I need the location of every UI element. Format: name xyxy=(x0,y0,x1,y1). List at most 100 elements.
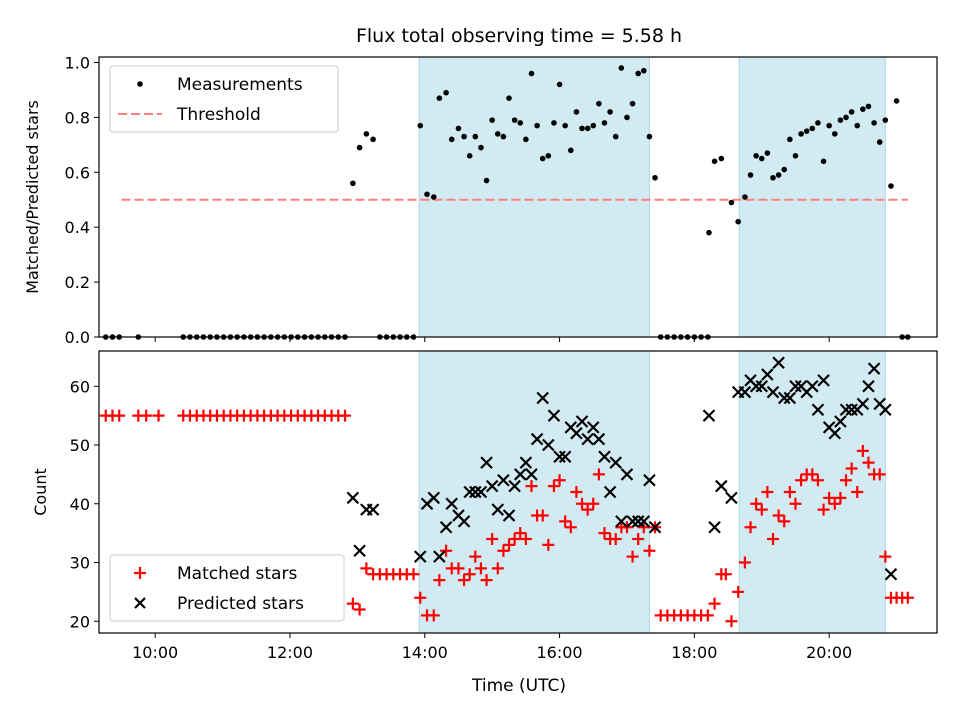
predicted-star-point xyxy=(845,403,858,417)
top-y-tick-label: 0.2 xyxy=(65,273,90,292)
predicted-star-point xyxy=(547,409,561,422)
x-stroke-b xyxy=(570,426,583,440)
top-legend-frame xyxy=(109,65,339,133)
measurement-point xyxy=(635,70,641,77)
predicted-star-point xyxy=(637,515,651,528)
x-stroke-b xyxy=(542,438,555,452)
x-stroke-b xyxy=(366,503,380,516)
measurement-point xyxy=(871,120,877,126)
predicted-star-point xyxy=(542,438,555,452)
measurement-point xyxy=(511,117,518,123)
x-stroke-b xyxy=(856,397,870,411)
x-stroke-b xyxy=(862,379,875,393)
measurement-point xyxy=(455,125,462,132)
top-legend: Measurements Threshold xyxy=(109,65,339,133)
matched-star-point xyxy=(152,409,165,422)
matched-star-point xyxy=(542,538,555,551)
matched-star-point xyxy=(547,480,560,493)
measurement-point xyxy=(775,172,782,178)
matched-star-point xyxy=(414,591,427,604)
predicted-star-point xyxy=(879,403,892,417)
measurement-point xyxy=(539,155,546,162)
measurement-point xyxy=(882,117,889,123)
x-stroke-b xyxy=(817,374,830,387)
matched-star-point xyxy=(407,568,420,581)
measurement-point xyxy=(350,180,356,187)
predicted-star-point xyxy=(570,426,583,440)
measurement-point xyxy=(483,177,490,184)
measurement-point xyxy=(596,100,602,107)
measurement-point xyxy=(528,70,535,77)
matched-star-point xyxy=(845,462,858,475)
measurement-point xyxy=(888,183,894,189)
measurement-point xyxy=(860,106,866,112)
x-stroke-b xyxy=(845,403,858,417)
predicted-star-point xyxy=(789,379,802,393)
x-tick-label: 18:00 xyxy=(671,643,717,662)
measurement-point xyxy=(523,136,529,143)
measurement-point xyxy=(448,136,455,143)
measurement-point xyxy=(641,67,647,74)
x-stroke-b xyxy=(811,403,825,417)
matched-star-point xyxy=(587,497,600,510)
measurement-point xyxy=(652,174,658,181)
matched-star-point xyxy=(778,515,791,528)
top-y-tick-label: 1.0 xyxy=(65,53,90,72)
x-stroke-b xyxy=(626,515,639,528)
matched-star-point xyxy=(632,533,645,545)
predicted-star-point xyxy=(457,515,471,528)
x-stroke-b xyxy=(469,485,482,499)
matched-star-point xyxy=(783,486,796,498)
matched-star-point xyxy=(486,533,499,545)
measurement-point xyxy=(545,153,552,159)
legend-matched-label: Matched stars xyxy=(177,564,297,584)
measurement-point xyxy=(562,122,568,129)
x-stroke-b xyxy=(715,479,728,493)
predicted-star-point xyxy=(586,421,600,434)
matched-star-point xyxy=(811,474,824,487)
x-stroke-b xyxy=(575,415,589,428)
x-stroke-b xyxy=(873,397,886,411)
x-stroke-b xyxy=(474,485,488,499)
matched-star-point xyxy=(789,497,802,510)
predicted-star-point xyxy=(631,515,645,528)
measurement-point xyxy=(781,166,788,173)
matched-star-point xyxy=(592,468,605,481)
matched-star-point xyxy=(750,497,763,510)
predicted-star-point xyxy=(643,473,656,487)
x-stroke-b xyxy=(452,509,465,522)
matched-star-point xyxy=(732,585,745,598)
observing-band-1 xyxy=(418,56,650,338)
matched-star-point xyxy=(474,562,487,575)
measurement-point xyxy=(618,65,625,71)
measurement-point xyxy=(629,100,636,107)
top-y-tick-label: 0.8 xyxy=(65,108,90,127)
measurement-point xyxy=(646,133,653,140)
legend-measurements-label: Measurements xyxy=(177,75,303,95)
matched-star-point xyxy=(725,615,738,628)
measurement-point xyxy=(809,125,816,132)
matched-star-point xyxy=(536,509,549,522)
predicted-star-point xyxy=(811,403,825,417)
measurement-point xyxy=(489,117,495,123)
measurement-point xyxy=(792,153,799,159)
predicted-star-point xyxy=(530,432,544,446)
x-stroke-b xyxy=(463,485,476,499)
measurement-point xyxy=(854,122,861,129)
measurement-point xyxy=(590,122,597,129)
x-tick-label: 12:00 xyxy=(267,643,313,662)
matched-star-point xyxy=(761,486,774,498)
matched-star-point xyxy=(701,609,714,622)
matched-star-point xyxy=(817,503,830,516)
x-stroke-b xyxy=(564,421,578,434)
predicted-star-point xyxy=(353,544,366,558)
measurement-point xyxy=(443,89,449,96)
x-stroke-b xyxy=(445,497,459,511)
x-stroke-b xyxy=(806,379,819,393)
x-stroke-b xyxy=(777,391,791,405)
matched-star-point xyxy=(744,521,757,534)
measurement-point xyxy=(706,229,712,236)
predicted-star-point xyxy=(497,473,510,487)
predicted-star-point xyxy=(783,391,797,405)
predicted-star-point xyxy=(439,520,453,534)
